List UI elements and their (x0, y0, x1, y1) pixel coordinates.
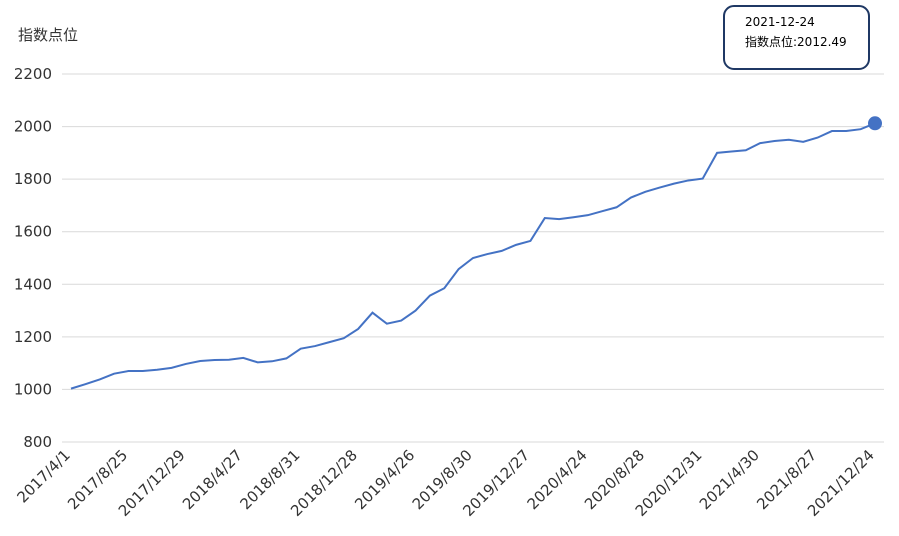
tooltip-date: 2021-12-24 (745, 15, 815, 29)
y-tick-label: 1000 (14, 380, 52, 398)
y-tick-label: 800 (23, 433, 52, 451)
highlight-point (868, 116, 882, 131)
x-tick-label: 2017/4/1 (13, 446, 73, 506)
tooltip-box (723, 5, 870, 70)
x-tick-label: 2018/4/27 (179, 446, 246, 513)
y-tick-label: 1200 (14, 328, 52, 346)
y-tick-label: 1400 (14, 275, 52, 293)
x-tick-label: 2021/4/30 (696, 446, 763, 513)
y-tick-label: 2200 (14, 65, 52, 83)
y-tick-label: 1600 (14, 223, 52, 241)
y-axis-label: 指数点位 (18, 26, 78, 44)
series-line (70, 122, 876, 390)
tooltip: 2021-12-24 指数点位:2012.49 (723, 5, 870, 70)
x-tick-label: 2020/4/24 (524, 446, 591, 513)
tooltip-value: 指数点位:2012.49 (745, 34, 847, 49)
y-tick-label: 1800 (14, 170, 52, 188)
x-tick-label: 2019/4/26 (351, 446, 418, 513)
y-tick-label: 2000 (14, 118, 52, 136)
